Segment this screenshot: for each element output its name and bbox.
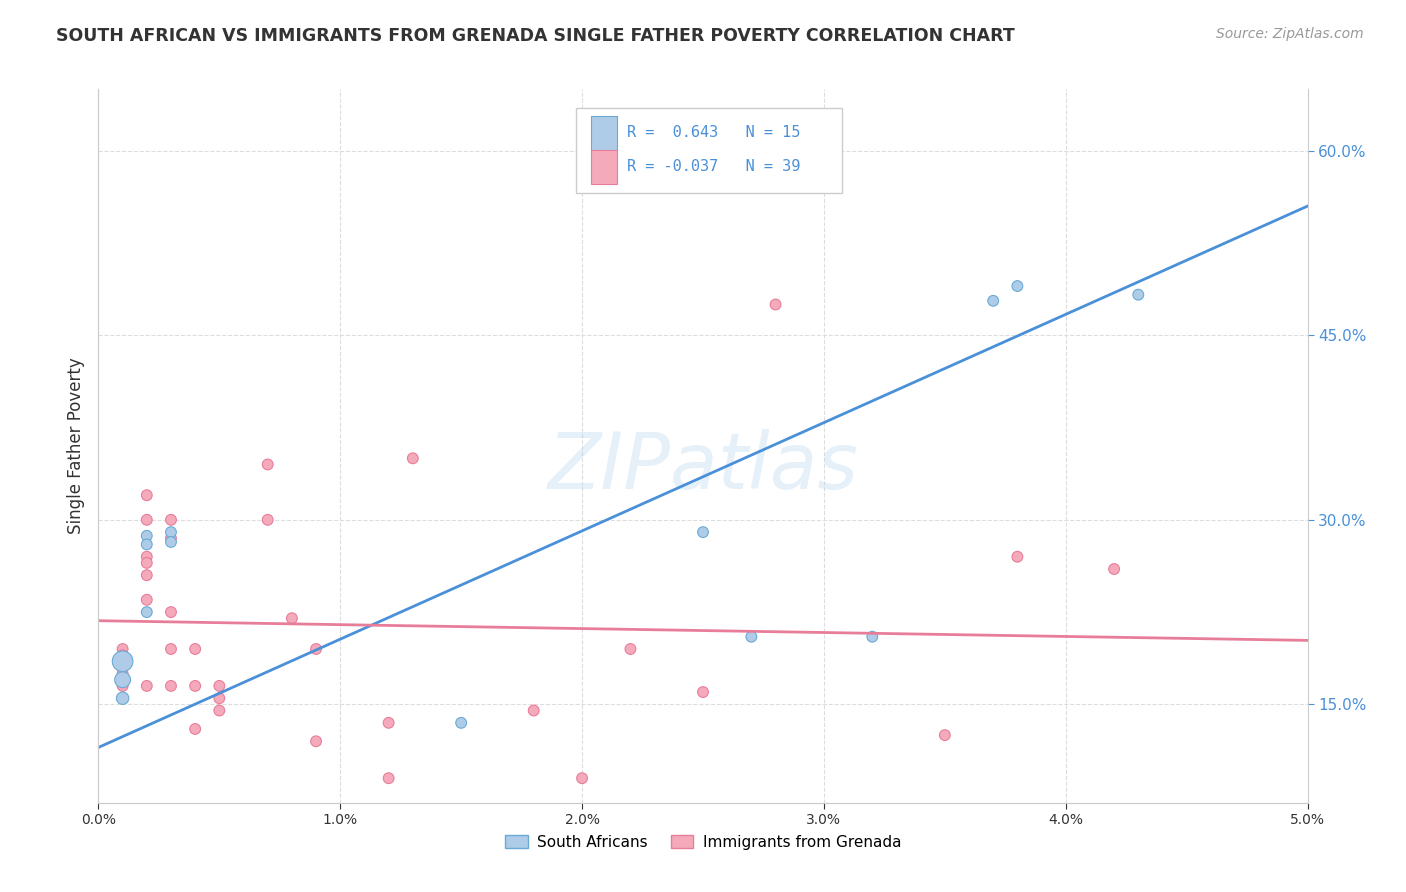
Point [160,605,183,619]
Point [160,642,183,657]
Text: R = -0.037   N = 39: R = -0.037 N = 39 [627,160,800,175]
Point [111,691,134,706]
Point [111,673,134,687]
Point [377,771,399,785]
Point [571,771,593,785]
Point [208,679,231,693]
Point [160,531,183,545]
Point [305,642,328,657]
Point [135,592,157,607]
Point [860,630,883,644]
Point [160,525,183,540]
Point [184,679,207,693]
Point [305,734,328,748]
Point [619,642,641,657]
FancyBboxPatch shape [576,109,842,193]
Point [523,704,546,718]
Point [1102,562,1125,576]
Point [135,605,157,619]
Point [111,654,134,668]
Point [1128,287,1150,301]
Point [160,679,183,693]
Point [135,537,157,551]
Point [135,568,157,582]
Point [765,297,787,311]
Point [111,654,134,668]
Text: SOUTH AFRICAN VS IMMIGRANTS FROM GRENADA SINGLE FATHER POVERTY CORRELATION CHART: SOUTH AFRICAN VS IMMIGRANTS FROM GRENADA… [56,27,1015,45]
Point [135,488,157,502]
FancyBboxPatch shape [591,116,617,150]
Point [160,535,183,549]
Point [1007,549,1029,564]
Point [450,715,472,730]
Text: R =  0.643   N = 15: R = 0.643 N = 15 [627,125,800,140]
Point [256,513,278,527]
Point [160,513,183,527]
Point [281,611,304,625]
Point [135,679,157,693]
Point [135,529,157,543]
Point [934,728,956,742]
Point [740,630,762,644]
Point [135,556,157,570]
Point [377,715,399,730]
Point [135,513,157,527]
FancyBboxPatch shape [591,150,617,184]
Point [208,704,231,718]
Point [208,691,231,706]
Text: ZIPatlas: ZIPatlas [547,429,859,506]
Text: Source: ZipAtlas.com: Source: ZipAtlas.com [1216,27,1364,41]
Legend: South Africans, Immigrants from Grenada: South Africans, Immigrants from Grenada [499,829,907,855]
Point [111,642,134,657]
Point [111,679,134,693]
Point [111,648,134,662]
Point [1007,279,1029,293]
Point [184,642,207,657]
Point [692,685,714,699]
Point [111,666,134,681]
Point [981,293,1004,308]
Y-axis label: Single Father Poverty: Single Father Poverty [66,358,84,534]
Point [135,549,157,564]
Point [184,722,207,736]
Point [402,451,425,466]
Point [256,458,278,472]
Point [692,525,714,540]
